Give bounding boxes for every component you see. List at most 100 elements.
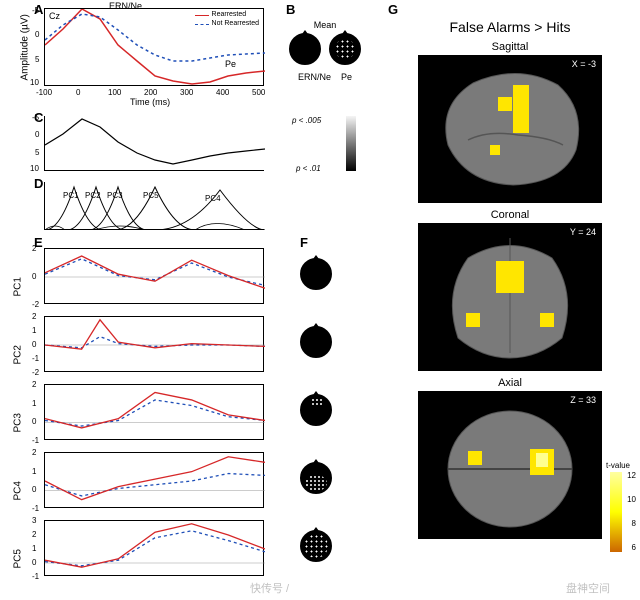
right-column: G False Alarms > Hits Sagittal X = -3 Co… bbox=[380, 0, 640, 600]
sagittal-act1 bbox=[513, 85, 529, 133]
coronal-act1 bbox=[496, 261, 524, 293]
pc5-ytick: 2 bbox=[32, 530, 36, 539]
pc3-ylabel: PC3 bbox=[13, 393, 24, 433]
panel-b-labels: ERN/Ne Pe bbox=[280, 72, 370, 82]
pc4-ytick: 2 bbox=[32, 448, 36, 457]
panel-a-legend: Rearrested Not Rearrested bbox=[195, 11, 259, 30]
panel-b-area: Mean ERN/Ne Pe bbox=[280, 20, 370, 82]
tval-8: 8 bbox=[632, 519, 636, 528]
pc3-ytick: 1 bbox=[32, 399, 36, 408]
coronal-act3 bbox=[540, 313, 554, 327]
sagittal-coord: X = -3 bbox=[572, 59, 596, 69]
pc3-ytick: -1 bbox=[32, 436, 39, 445]
ern-label: ERN/Ne bbox=[298, 72, 331, 82]
pc4-notrearrested bbox=[45, 474, 265, 496]
pc2-topomap-wrap bbox=[300, 326, 332, 363]
panel-a-ylabel: Amplitude (µV) bbox=[20, 11, 31, 81]
pc3-ytick: 2 bbox=[32, 380, 36, 389]
panel-g-label: G bbox=[388, 2, 398, 17]
legend-rearrested: Rearrested bbox=[195, 11, 259, 19]
panel-d-plot: PC1 PC2 PC3 PC5 PC4 bbox=[44, 182, 264, 230]
pc2-ytick: -1 bbox=[32, 354, 39, 363]
pc1-plot bbox=[44, 248, 264, 304]
pc4-topomap bbox=[300, 462, 332, 494]
pval-top: p < .005 bbox=[292, 116, 321, 125]
pc3-rearrested bbox=[45, 392, 265, 427]
d-pc3: PC3 bbox=[107, 191, 123, 200]
panel-b-label: B bbox=[286, 2, 295, 17]
pc3-ytick: 0 bbox=[32, 417, 36, 426]
ytick-a-neg5: -5 bbox=[32, 6, 39, 15]
ytick-c-5: 5 bbox=[35, 148, 39, 157]
legend-rearrested-text: Rearrested bbox=[212, 11, 247, 19]
pc5-ytick: 1 bbox=[32, 544, 36, 553]
sagittal-panel: X = -3 bbox=[418, 55, 602, 203]
pe-annot: Pe bbox=[225, 59, 236, 69]
pc2-topomap bbox=[300, 326, 332, 358]
panel-c-line bbox=[45, 119, 265, 164]
panel-a-plot: Cz ERN/Ne Pe Rearrested Not Rearrested bbox=[44, 8, 264, 86]
axial-svg bbox=[418, 391, 602, 539]
watermark-left: 快传号 / bbox=[250, 580, 289, 596]
panel-b-title: Mean bbox=[280, 20, 370, 30]
pc4-topomap-wrap bbox=[300, 462, 332, 499]
pc2-plot bbox=[44, 316, 264, 372]
xtick-a-0: 0 bbox=[76, 88, 80, 97]
pval-bot: p < .01 bbox=[296, 164, 321, 173]
coronal-act2 bbox=[466, 313, 480, 327]
ytick-a-10: 10 bbox=[30, 78, 39, 87]
pc5-ytick: 0 bbox=[32, 558, 36, 567]
pc1-rearrested bbox=[45, 256, 265, 288]
d-pc5: PC5 bbox=[143, 191, 159, 200]
sagittal-act2 bbox=[498, 97, 512, 111]
pc5-rearrested bbox=[45, 524, 265, 567]
topomap-ern bbox=[289, 33, 321, 70]
legend-line-red bbox=[195, 15, 209, 16]
axial-coord: Z = 33 bbox=[570, 395, 596, 405]
pc2-ytick: 2 bbox=[32, 312, 36, 321]
pc3-topomap bbox=[300, 394, 332, 426]
pc5-ylabel: PC5 bbox=[13, 529, 24, 569]
sagittal-svg bbox=[418, 55, 602, 203]
axial-title: Axial bbox=[380, 377, 640, 389]
d-pc1: PC1 bbox=[63, 191, 79, 200]
pc1-ytick: 2 bbox=[32, 244, 36, 253]
pc5-topomap bbox=[300, 530, 332, 562]
pc3-plot bbox=[44, 384, 264, 440]
ytick-c-0: 0 bbox=[35, 130, 39, 139]
ytick-c-10: 10 bbox=[30, 164, 39, 173]
xtick-a-500: 500 bbox=[252, 88, 265, 97]
ern-annot: ERN/Ne bbox=[109, 1, 142, 11]
pc2-ylabel: PC2 bbox=[13, 325, 24, 365]
pc1-topomap-wrap bbox=[300, 258, 332, 295]
axial-act2-hot bbox=[536, 453, 548, 467]
panel-d-label: D bbox=[34, 176, 43, 191]
pc5-ytick: 3 bbox=[32, 516, 36, 525]
tval-10: 10 bbox=[627, 495, 636, 504]
pc4-ytick: 1 bbox=[32, 467, 36, 476]
panel-a-xlabel: Time (ms) bbox=[130, 97, 170, 107]
pc2-ytick: -2 bbox=[32, 368, 39, 377]
pc4-ylabel: PC4 bbox=[13, 461, 24, 501]
left-column: A Cz ERN/Ne Pe Rearrested Not Rearrested… bbox=[0, 0, 380, 600]
ytick-a-0: 0 bbox=[35, 30, 39, 39]
legend-line-blue bbox=[195, 24, 209, 25]
xtick-a-400: 400 bbox=[216, 88, 229, 97]
sagittal-title: Sagittal bbox=[380, 41, 640, 53]
tvalue-colorbar bbox=[610, 472, 622, 552]
panel-c-plot bbox=[44, 116, 264, 171]
xtick-a-100b: 100 bbox=[108, 88, 121, 97]
panel-d-svg bbox=[45, 182, 265, 230]
pe-label: Pe bbox=[341, 72, 352, 82]
ytick-a-5: 5 bbox=[35, 55, 39, 64]
pe-dots bbox=[335, 39, 355, 59]
pc2-notrearrested bbox=[45, 337, 265, 348]
pc2-ytick: 1 bbox=[32, 326, 36, 335]
cz-annot: Cz bbox=[49, 11, 60, 21]
panel-g-title: False Alarms > Hits bbox=[380, 19, 640, 35]
watermark-right: 盘神空间 bbox=[566, 580, 610, 596]
axial-panel: Z = 33 bbox=[418, 391, 602, 539]
figure-root: A Cz ERN/Ne Pe Rearrested Not Rearrested… bbox=[0, 0, 640, 600]
coronal-panel: Y = 24 bbox=[418, 223, 602, 371]
pvalue-colorbar bbox=[346, 116, 356, 171]
